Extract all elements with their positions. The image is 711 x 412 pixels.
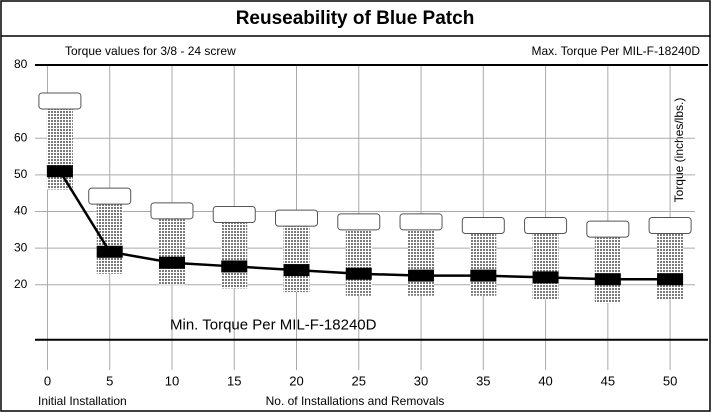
bolt-head xyxy=(337,213,381,231)
reference-label: Min. Torque Per MIL-F-18240D xyxy=(170,317,377,334)
mean-marker xyxy=(532,271,559,284)
bolt-head xyxy=(38,92,82,110)
x-tick-label: 35 xyxy=(476,373,490,388)
y-tick-label: 20 xyxy=(14,277,28,291)
bolt-head xyxy=(88,187,132,205)
range-bar xyxy=(345,229,372,296)
x-axis-title: No. of Installations and Removals xyxy=(266,394,445,408)
bolt-head xyxy=(524,216,568,234)
bolt-head xyxy=(275,209,319,227)
range-bar xyxy=(594,237,621,304)
range-bar xyxy=(46,108,73,190)
range-bar xyxy=(532,233,559,300)
y-tick-label: 30 xyxy=(14,240,28,254)
first-x-label: Initial Installation xyxy=(38,394,127,408)
bolt-head xyxy=(586,220,630,238)
mean-marker xyxy=(345,267,372,280)
x-tick-label: 20 xyxy=(289,373,303,388)
range-bar xyxy=(408,229,435,296)
y-tick-label: 60 xyxy=(14,130,28,144)
x-tick-label: 5 xyxy=(106,373,113,388)
y-axis-title: Torque (inches/lbs.) xyxy=(672,98,686,203)
range-bar xyxy=(221,222,248,289)
range-bar xyxy=(470,233,497,296)
x-tick-label: 0 xyxy=(44,373,51,388)
range-bar xyxy=(657,233,684,300)
reference-label: Max. Torque Per MIL-F-18240D xyxy=(531,44,700,58)
bolt-head xyxy=(212,205,256,223)
bolt-head xyxy=(461,216,505,234)
bolt-head xyxy=(399,213,443,231)
mean-marker xyxy=(96,245,123,258)
bolt-head xyxy=(648,216,692,234)
y-tick-label: 50 xyxy=(14,167,28,181)
mean-marker xyxy=(158,256,185,269)
x-tick-label: 15 xyxy=(227,373,241,388)
y-tick-label: 80 xyxy=(14,57,28,71)
x-tick-label: 45 xyxy=(601,373,615,388)
x-tick-label: 50 xyxy=(663,373,677,388)
mean-marker xyxy=(408,269,435,282)
y-tick-label: 40 xyxy=(14,204,28,218)
x-tick-label: 30 xyxy=(414,373,428,388)
x-tick-label: 25 xyxy=(352,373,366,388)
mean-marker xyxy=(594,273,621,286)
mean-marker xyxy=(221,260,248,273)
chart-title: Reuseability of Blue Patch xyxy=(236,8,475,29)
range-bar xyxy=(283,226,310,293)
range-bar xyxy=(158,218,185,285)
x-tick-label: 40 xyxy=(538,373,552,388)
bolt-head xyxy=(150,202,194,220)
mean-marker xyxy=(283,264,310,277)
x-tick-label: 10 xyxy=(165,373,179,388)
subtitle: Torque values for 3/8 - 24 screw xyxy=(65,44,236,58)
mean-marker xyxy=(470,269,497,282)
mean-marker xyxy=(657,273,684,286)
mean-marker xyxy=(46,165,73,178)
